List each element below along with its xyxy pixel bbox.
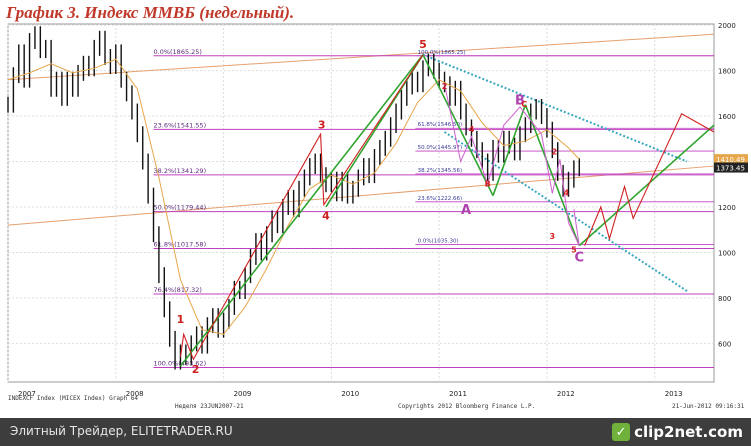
wave-label: C <box>574 251 584 266</box>
fib-small-label: 38.2%(1345.56) <box>418 168 463 174</box>
fib-level-label: 61.8%(1017.58) <box>154 240 207 248</box>
fib-level-label: 50.0%(1179.44) <box>154 204 207 212</box>
wave-label: 3 <box>550 232 556 241</box>
wave-label: B <box>485 180 491 189</box>
trend-line <box>7 165 715 226</box>
y-tick-label: 2000 <box>718 22 736 30</box>
y-tick-label: 1000 <box>718 249 736 257</box>
wave-label: 4 <box>322 209 330 222</box>
corrective-wave-line <box>444 84 580 246</box>
wave-label: 2 <box>192 363 200 376</box>
last-price-tag <box>714 162 748 173</box>
x-tick-label: 2013 <box>665 390 683 398</box>
wave-channel-line <box>179 54 424 367</box>
wave-label: B <box>515 94 525 109</box>
bbg-footer-mid: Неделя 23JUN2007-21 <box>175 403 244 410</box>
clip2net-logo[interactable]: ✓ clip2net.com <box>612 421 743 443</box>
wave-label: A <box>461 203 471 218</box>
impulse-wave-line <box>179 54 424 361</box>
chart-plot: 6008001000120014001600180020002007200820… <box>7 22 748 410</box>
wave-label: 1 <box>177 313 185 326</box>
fib-small-label: 100.0%(1865.25) <box>418 50 466 56</box>
forecast-wave-line <box>584 113 715 246</box>
last-price-tag <box>714 154 748 165</box>
wave-label: 3 <box>318 119 326 132</box>
wave-channel-line <box>578 124 715 247</box>
check-icon: ✓ <box>612 423 631 441</box>
bbg-footer-copyright: Copyrights 2012 Bloomberg Finance L.P. <box>398 403 535 410</box>
footer-bar: Элитный Трейдер, ELITETRADER.RU ✓ clip2n… <box>0 418 751 446</box>
footer-source-text: Элитный Трейдер, ELITETRADER.RU <box>10 424 233 438</box>
moving-average-line <box>7 58 580 335</box>
wave-label: 2 <box>552 148 558 157</box>
wave-label: 4 <box>469 125 475 134</box>
fib-small-label: 0.0%(1035.30) <box>418 238 459 244</box>
plot-frame <box>7 23 715 383</box>
fib-level-label: 0.0%(1865.25) <box>154 48 202 56</box>
wave-channel-line <box>492 104 527 196</box>
wave-channel-line <box>524 104 581 246</box>
fib-level-label: 23.6%(1541.55) <box>154 121 207 129</box>
bbg-footer-left: INDEXCF Index (MICEX Index) Graph 64 <box>8 395 138 402</box>
fib-small-label: 61.8%(1546.50) <box>418 122 463 128</box>
bbg-footer-date: 21-Jun-2012 09:16:31 <box>672 403 745 410</box>
wave-label: 2 <box>442 82 448 91</box>
fib-level-label: 38.2%(1341.29) <box>154 167 207 175</box>
chart-title: График 3. Индекс ММВБ (недельный). <box>6 3 295 22</box>
logo-text: clip2net.com <box>634 423 743 441</box>
y-tick-label: 800 <box>718 295 731 303</box>
x-tick-label: 2009 <box>234 390 252 398</box>
fib-small-label: 23.6%(1222.66) <box>418 196 463 202</box>
y-tick-label: 1200 <box>718 204 736 212</box>
y-tick-label: 1800 <box>718 68 736 76</box>
last-price-label: 1373.45 <box>716 165 745 173</box>
wave-label: 4 <box>564 189 570 198</box>
fib-small-label: 50.0%(1445.97) <box>418 145 463 151</box>
channel-dashed-line <box>422 53 688 163</box>
x-tick-label: 2010 <box>341 390 359 398</box>
y-tick-label: 1600 <box>718 113 736 121</box>
x-tick-label: 2012 <box>557 390 575 398</box>
x-tick-label: 2008 <box>126 390 144 398</box>
fib-level-label: 76.4%(817.32) <box>154 286 202 294</box>
wave-label: 5 <box>419 38 427 51</box>
wave-channel-line <box>422 54 494 196</box>
y-tick-label: 600 <box>718 340 731 348</box>
x-tick-label: 2011 <box>449 390 467 398</box>
x-tick-label: 2007 <box>18 390 36 398</box>
wave-label: 5 <box>571 245 577 254</box>
last-price-label: 1410.49 <box>716 156 745 164</box>
wave-label: C <box>521 100 527 109</box>
